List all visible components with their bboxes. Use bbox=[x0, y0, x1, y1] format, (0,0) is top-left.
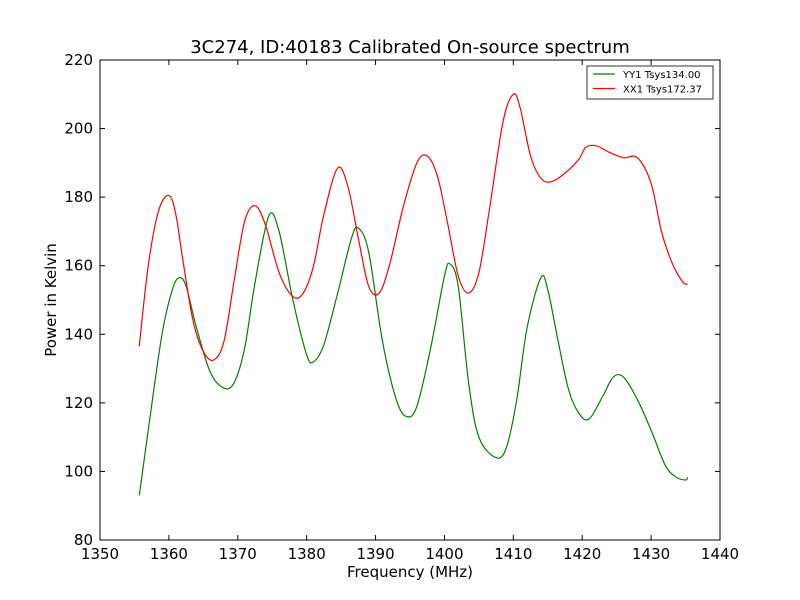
x-tick-label: 1440 bbox=[701, 545, 739, 563]
x-tick-label: 1410 bbox=[494, 545, 532, 563]
x-tick-label: 1350 bbox=[81, 545, 119, 563]
x-tick-label: 1390 bbox=[356, 545, 394, 563]
legend-box bbox=[586, 65, 714, 100]
y-tick-label: 80 bbox=[74, 531, 93, 549]
series-line-xx1 bbox=[138, 93, 688, 361]
x-axis-label: Frequency (MHz) bbox=[347, 563, 473, 581]
y-tick-label: 140 bbox=[64, 325, 93, 343]
x-tick-label: 1360 bbox=[150, 545, 188, 563]
x-axis: 1350 1360 1370 1380 1390 1400 1410 1420 1430 1440 bbox=[81, 60, 739, 563]
x-tick-label: 1430 bbox=[632, 545, 670, 563]
series-line-yy1 bbox=[138, 212, 689, 496]
x-tick-label: 1370 bbox=[219, 545, 257, 563]
plot-frame bbox=[99, 59, 721, 541]
legend-label: XX1 Tsys172.37 bbox=[623, 85, 702, 96]
y-tick-label: 180 bbox=[64, 188, 93, 206]
chart-title: 3C274, ID:40183 Calibrated On-source spe… bbox=[190, 37, 630, 58]
y-axis: 80 100 120 140 160 180 200 220 bbox=[64, 51, 720, 549]
x-tick-label: 1400 bbox=[425, 545, 463, 563]
y-tick-label: 220 bbox=[64, 51, 93, 69]
y-axis-label: Power in Kelvin bbox=[42, 243, 60, 357]
x-tick-label: 1420 bbox=[563, 545, 601, 563]
y-tick-label: 120 bbox=[64, 394, 93, 412]
legend: YY1 Tsys134.00 XX1 Tsys172.37 bbox=[586, 65, 714, 100]
y-tick-label: 200 bbox=[64, 120, 93, 138]
legend-label: YY1 Tsys134.00 bbox=[622, 70, 701, 81]
series-layer bbox=[138, 93, 689, 496]
x-tick-label: 1380 bbox=[288, 545, 326, 563]
y-tick-label: 160 bbox=[64, 257, 93, 275]
y-tick-label: 100 bbox=[64, 462, 93, 480]
